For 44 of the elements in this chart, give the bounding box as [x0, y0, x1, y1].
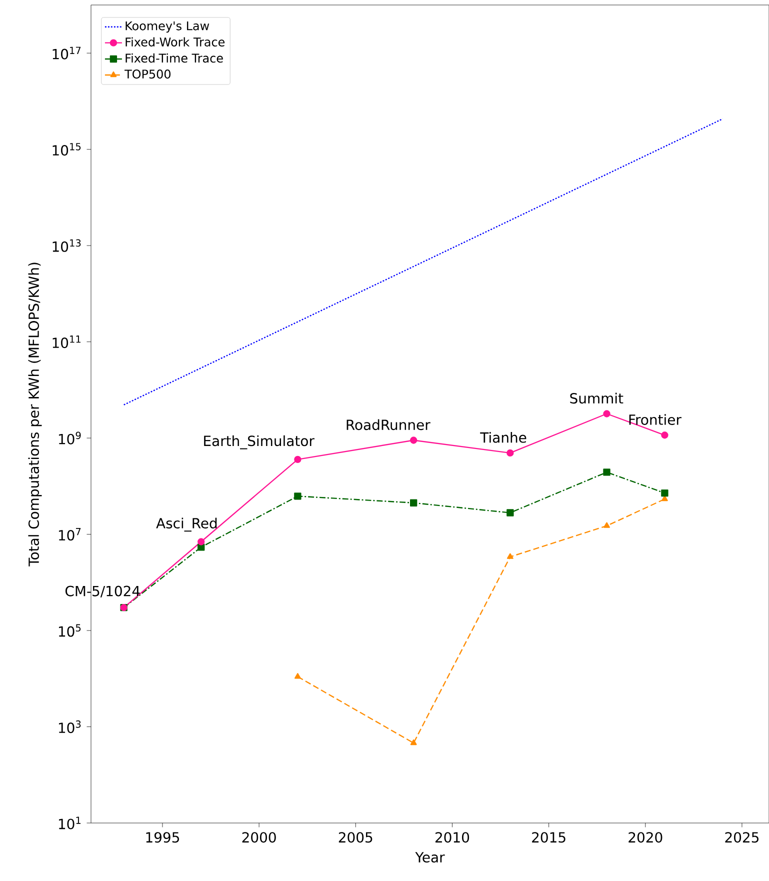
y-tick-label: 10$^{3}$	[58, 720, 81, 734]
annotation: Asci_Red	[156, 518, 217, 532]
annotation: Frontier	[629, 414, 682, 425]
legend-label: Fixed-Time Trace	[126, 53, 223, 63]
point	[506, 553, 514, 559]
annotation: Summit	[570, 392, 624, 404]
point	[661, 489, 668, 497]
point	[410, 436, 418, 444]
y-tick-label: 10$^{13}$	[52, 239, 81, 252]
point	[410, 499, 418, 506]
point	[661, 432, 668, 439]
annotation: RoadRunner	[346, 419, 430, 430]
point	[603, 410, 610, 418]
point	[198, 538, 205, 546]
legend-label: TOP500	[124, 70, 170, 79]
point	[603, 468, 610, 476]
legend-label: Koomey's Law	[126, 21, 210, 33]
point	[604, 522, 610, 528]
x-tick-label: 2020	[628, 832, 662, 843]
point	[294, 492, 302, 500]
point	[506, 509, 514, 516]
point	[506, 449, 514, 457]
y-tick-label: 10$^{9}$	[58, 432, 81, 444]
y-tick-label: 10$^{7}$	[58, 528, 81, 541]
x-tick-label: 1995	[146, 832, 179, 843]
annotation: Tianhe	[480, 432, 526, 443]
x-tick-label: 2010	[435, 832, 470, 843]
x-tick-label: 2005	[338, 832, 372, 843]
annotation: Earth_Simulator	[204, 435, 314, 450]
annotation: CM-5/1024	[65, 586, 140, 598]
y-tick-label: 10$^{15}$	[52, 143, 81, 156]
x-tick-label: 2000	[242, 832, 276, 843]
point	[294, 456, 302, 463]
point	[294, 673, 301, 679]
x-axis-title: Year	[415, 852, 445, 863]
y-axis-title: Total Computations per KWh (MFLOPS/KWh)	[28, 262, 42, 566]
x-tick-label: 2015	[532, 832, 566, 843]
y-tick-label: 10$^{5}$	[58, 624, 81, 637]
y-tick-label: 10$^{11}$	[52, 336, 81, 348]
point	[410, 739, 417, 746]
y-tick-label: 10$^{1}$	[58, 816, 81, 830]
y-tick-label: 10$^{17}$	[52, 46, 81, 60]
x-tick-label: 2025	[725, 832, 758, 843]
legend-label: Fixed-Work Trace	[126, 37, 225, 46]
